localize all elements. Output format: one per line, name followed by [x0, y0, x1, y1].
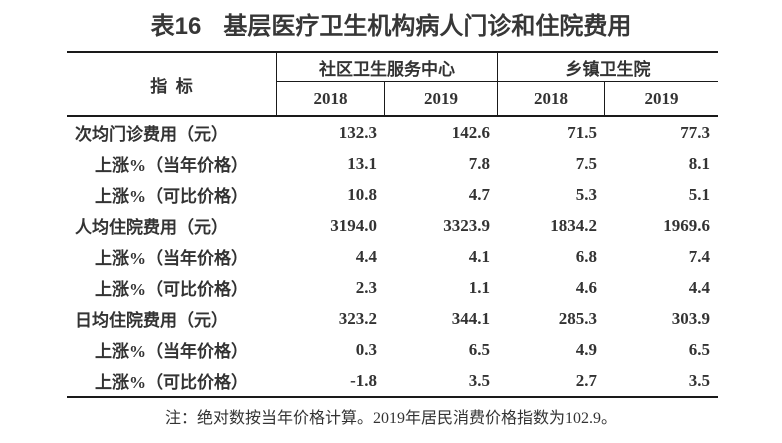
value-cell-community-2019: 6.5: [468, 339, 490, 359]
indicator-cell: 次均门诊费用（元）: [75, 125, 228, 144]
value-cell-community-2019: 344.1: [451, 308, 490, 328]
stats-table: 指 标 社区卫生服务中心 乡镇卫生院 2018 2019 2018 2019 次…: [67, 51, 718, 398]
value-cell-township-2018: 2.7: [575, 370, 597, 390]
table-row: 上涨%（可比价格） 2.3 1.1 4.6 4.4: [67, 272, 718, 303]
value-cell-community-2019: 3323.9: [443, 215, 490, 235]
table-header: 指 标 社区卫生服务中心 乡镇卫生院 2018 2019 2018 2019: [67, 51, 718, 117]
value-cell-township-2018: 71.5: [567, 122, 597, 142]
group-header-row: 社区卫生服务中心 乡镇卫生院: [277, 53, 718, 82]
value-cell-community-2019: 4.1: [468, 246, 490, 266]
value-cell-community-2018: 0.3: [355, 339, 377, 359]
value-cell-community-2019: 3.5: [468, 370, 490, 390]
indicator-cell: 上涨%（当年价格）: [95, 342, 248, 361]
year-header-community-2018: 2018: [277, 82, 385, 115]
value-cell-township-2018: 4.6: [575, 277, 597, 297]
table-row: 上涨%（可比价格） -1.8 3.5 2.7 3.5: [67, 365, 718, 396]
value-cell-community-2018: 13.1: [347, 153, 377, 173]
table-row: 上涨%（当年价格） 13.1 7.8 7.5 8.1: [67, 148, 718, 179]
value-cell-community-2019: 1.1: [468, 277, 490, 297]
value-cell-township-2018: 7.5: [575, 153, 597, 173]
group-header-township: 乡镇卫生院: [565, 59, 651, 79]
value-cell-township-2019: 3.5: [688, 370, 710, 390]
indicator-cell: 上涨%（可比价格）: [95, 280, 248, 299]
value-cell-township-2018: 4.9: [575, 339, 597, 359]
value-cell-township-2019: 7.4: [688, 246, 710, 266]
indicator-cell: 上涨%（当年价格）: [95, 249, 248, 268]
year-header-community-2019: 2019: [385, 82, 498, 115]
value-cell-community-2019: 4.7: [468, 184, 490, 204]
value-cell-township-2018: 285.3: [558, 308, 597, 328]
value-cell-township-2019: 5.1: [688, 184, 710, 204]
table-title: 表16 基层医疗卫生机构病人门诊和住院费用: [0, 8, 782, 46]
indicator-cell: 日均住院费用（元）: [75, 311, 228, 330]
year-header-township-2019: 2019: [644, 88, 679, 108]
value-cell-community-2018: 10.8: [347, 184, 377, 204]
indicator-cell: 上涨%（可比价格）: [95, 187, 248, 206]
year-header-township-2018: 2018: [498, 82, 605, 115]
value-cell-township-2019: 1969.6: [663, 215, 710, 235]
value-cell-township-2018: 1834.2: [550, 215, 597, 235]
indicator-cell: 人均住院费用（元）: [75, 218, 228, 237]
value-cell-community-2018: 132.3: [338, 122, 377, 142]
value-cell-community-2019: 7.8: [468, 153, 490, 173]
value-cell-community-2018: 2.3: [355, 277, 377, 297]
value-cell-community-2018: 3194.0: [330, 215, 377, 235]
value-cell-community-2018: -1.8: [350, 370, 377, 390]
header-right-section: 社区卫生服务中心 乡镇卫生院 2018 2019 2018 2019: [277, 53, 718, 115]
value-cell-township-2018: 5.3: [575, 184, 597, 204]
table-body: 次均门诊费用（元） 132.3 142.6 71.5 77.3 上涨%（当年价格…: [67, 117, 718, 398]
value-cell-township-2019: 4.4: [688, 277, 710, 297]
value-cell-township-2019: 77.3: [680, 122, 710, 142]
table-row: 日均住院费用（元） 323.2 344.1 285.3 303.9: [67, 303, 718, 334]
value-cell-township-2019: 8.1: [688, 153, 710, 173]
table-title-text: 基层医疗卫生机构病人门诊和住院费用: [223, 13, 632, 40]
indicator-cell: 上涨%（可比价格）: [95, 373, 248, 392]
table-row: 上涨%（当年价格） 0.3 6.5 4.9 6.5: [67, 334, 718, 365]
value-cell-township-2018: 6.8: [575, 246, 597, 266]
table-number: 表16: [150, 13, 202, 40]
table-row: 人均住院费用（元） 3194.0 3323.9 1834.2 1969.6: [67, 210, 718, 241]
value-cell-community-2019: 142.6: [451, 122, 490, 142]
indicator-header-cell: 指 标: [67, 53, 277, 115]
table-row: 次均门诊费用（元） 132.3 142.6 71.5 77.3: [67, 117, 718, 148]
table-note: 注：绝对数按当年价格计算。2019年居民消费价格指数为102.9。: [164, 410, 617, 427]
value-cell-township-2019: 303.9: [671, 308, 710, 328]
table-row: 上涨%（当年价格） 4.4 4.1 6.8 7.4: [67, 241, 718, 272]
indicator-cell: 上涨%（当年价格）: [95, 156, 248, 175]
value-cell-community-2018: 323.2: [338, 308, 377, 328]
table-row: 上涨%（可比价格） 10.8 4.7 5.3 5.1: [67, 179, 718, 210]
value-cell-township-2019: 6.5: [688, 339, 710, 359]
year-header-row: 2018 2019 2018 2019: [277, 82, 718, 115]
group-header-community: 社区卫生服务中心: [277, 53, 498, 81]
value-cell-community-2018: 4.4: [355, 246, 377, 266]
